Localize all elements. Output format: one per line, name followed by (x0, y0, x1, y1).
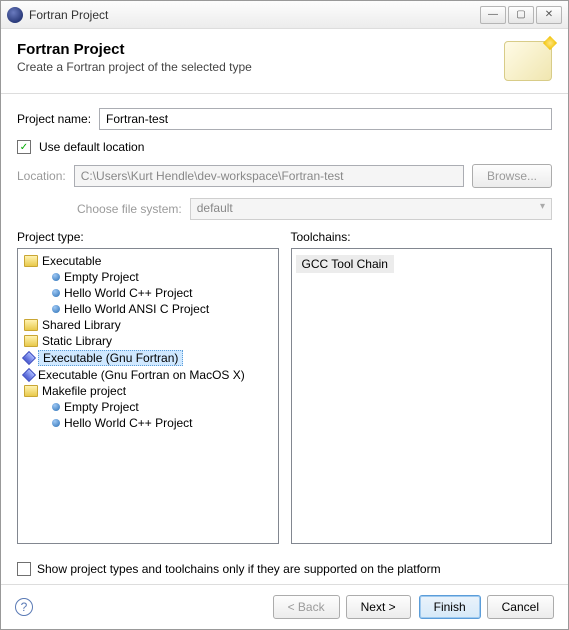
window-title: Fortran Project (29, 8, 480, 22)
dialog-window: Fortran Project — ▢ ✕ Fortran Project Cr… (0, 0, 569, 630)
project-name-row: Project name: (17, 108, 552, 130)
header-subtitle: Create a Fortran project of the selected… (17, 60, 504, 74)
supported-only-checkbox[interactable]: ✓ (17, 562, 31, 576)
project-icon (52, 419, 60, 427)
minimize-button[interactable]: — (480, 6, 506, 24)
body-panel: Project name: ✓ Use default location Loc… (1, 94, 568, 584)
browse-button: Browse... (472, 164, 552, 188)
tree-folder-executable[interactable]: Executable (20, 253, 276, 269)
folder-icon (24, 385, 38, 397)
help-icon[interactable]: ? (15, 598, 33, 616)
toolchains-list[interactable]: GCC Tool Chain (291, 248, 553, 544)
project-name-label: Project name: (17, 112, 91, 126)
header-panel: Fortran Project Create a Fortran project… (1, 29, 568, 94)
supported-only-label: Show project types and toolchains only i… (37, 562, 441, 576)
nav-button-group: < Back Next > (273, 595, 411, 619)
tree-item[interactable]: Empty Project (20, 269, 276, 285)
wizard-icon (504, 41, 552, 81)
action-button-group: Finish Cancel (419, 595, 554, 619)
tree-folder-shared-library[interactable]: Shared Library (20, 317, 276, 333)
use-default-label: Use default location (39, 140, 144, 154)
tree-item[interactable]: Hello World C++ Project (20, 415, 276, 431)
back-button: < Back (273, 595, 340, 619)
use-default-row: ✓ Use default location (17, 140, 552, 154)
cancel-button[interactable]: Cancel (487, 595, 554, 619)
filesystem-label: Choose file system: (77, 202, 182, 216)
project-icon (52, 273, 60, 281)
toolchains-label: Toolchains: (291, 230, 553, 244)
folder-icon (24, 319, 38, 331)
tree-item-gnu-fortran-mac[interactable]: Executable (Gnu Fortran on MacOS X) (20, 367, 276, 383)
fortran-icon (22, 368, 36, 382)
project-icon (52, 403, 60, 411)
filesystem-select: default (190, 198, 552, 220)
project-type-label: Project type: (17, 230, 279, 244)
toolchain-item[interactable]: GCC Tool Chain (296, 255, 394, 273)
folder-icon (24, 255, 38, 267)
project-name-input[interactable] (99, 108, 552, 130)
location-input (74, 165, 464, 187)
next-button[interactable]: Next > (346, 595, 411, 619)
location-row: Location: Browse... (17, 164, 552, 188)
tree-folder-static-library[interactable]: Static Library (20, 333, 276, 349)
tree-item[interactable]: Hello World C++ Project (20, 285, 276, 301)
toolchains-column: Toolchains: GCC Tool Chain (291, 230, 553, 544)
supported-only-row: ✓ Show project types and toolchains only… (17, 562, 552, 576)
window-buttons: — ▢ ✕ (480, 6, 562, 24)
tree-item[interactable]: Empty Project (20, 399, 276, 415)
location-label: Location: (17, 169, 66, 183)
project-icon (52, 305, 60, 313)
fortran-icon (22, 351, 36, 365)
close-button[interactable]: ✕ (536, 6, 562, 24)
project-type-column: Project type: Executable Empty Project H… (17, 230, 279, 544)
header-text: Fortran Project Create a Fortran project… (17, 41, 504, 74)
folder-icon (24, 335, 38, 347)
use-default-checkbox[interactable]: ✓ (17, 140, 31, 154)
split-panel: Project type: Executable Empty Project H… (17, 230, 552, 544)
header-title: Fortran Project (17, 41, 504, 58)
titlebar: Fortran Project — ▢ ✕ (1, 1, 568, 29)
filesystem-row: Choose file system: default (17, 198, 552, 220)
tree-item-gnu-fortran[interactable]: Executable (Gnu Fortran) (20, 349, 276, 367)
finish-button[interactable]: Finish (419, 595, 481, 619)
tree-item[interactable]: Hello World ANSI C Project (20, 301, 276, 317)
tree-folder-makefile[interactable]: Makefile project (20, 383, 276, 399)
project-icon (52, 289, 60, 297)
project-type-tree[interactable]: Executable Empty Project Hello World C++… (17, 248, 279, 544)
maximize-button[interactable]: ▢ (508, 6, 534, 24)
app-icon (7, 7, 23, 23)
button-bar: ? < Back Next > Finish Cancel (1, 584, 568, 629)
